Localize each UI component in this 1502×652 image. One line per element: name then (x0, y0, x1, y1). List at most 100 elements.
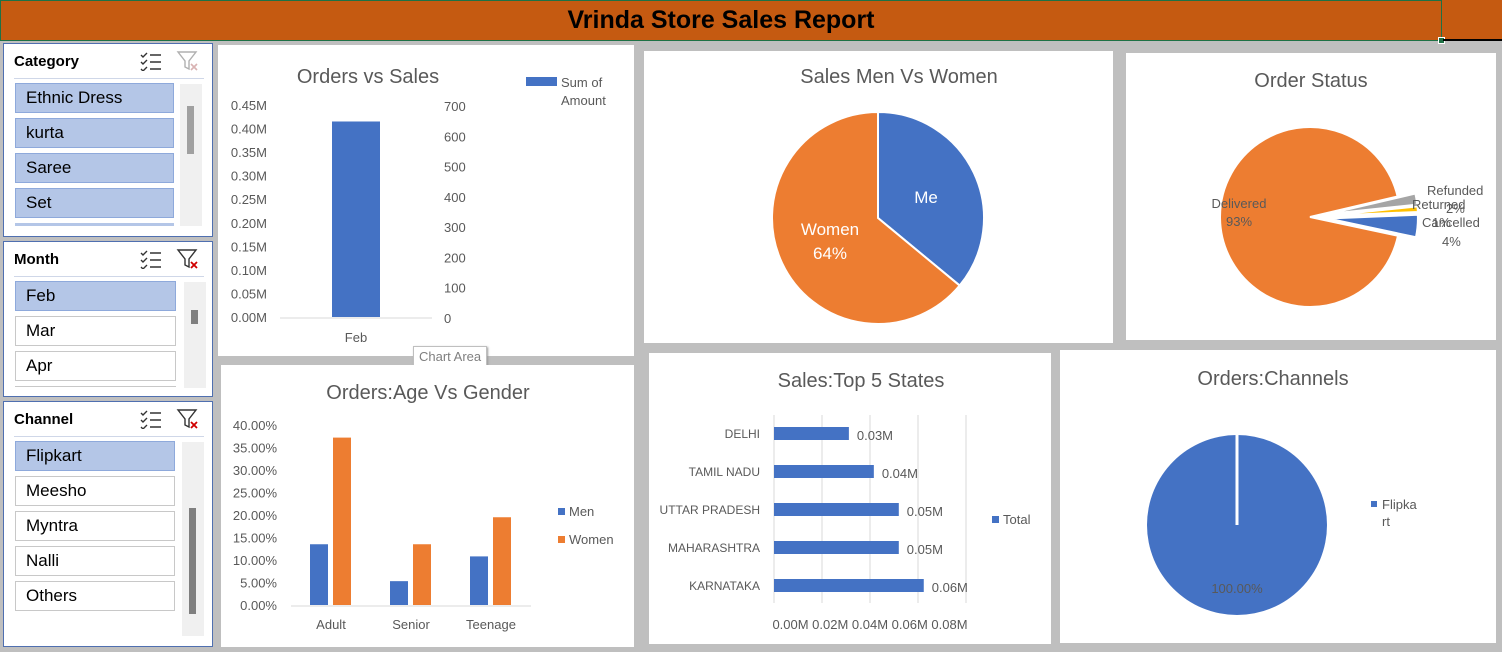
slicer-title: Month (14, 251, 59, 268)
x-tick-label: Senior (392, 617, 430, 632)
slicer-scrollbar[interactable] (184, 282, 206, 388)
slicer-scrollbar[interactable] (182, 442, 204, 636)
x-axis: Adult Senior Teenage (316, 617, 516, 632)
month-slicer[interactable]: Month Feb Mar Apr (3, 241, 213, 397)
pie-slice-delivered (1219, 126, 1400, 308)
y-tick-label: KARNATAKA (689, 579, 760, 593)
clear-filter-icon[interactable] (176, 408, 200, 430)
scrollbar-thumb[interactable] (187, 106, 194, 154)
legend-label: Flipka (1382, 497, 1417, 512)
slicer-item-apr[interactable]: Apr (15, 351, 176, 381)
slicer-item-flipkart[interactable]: Flipkart (15, 441, 175, 471)
channel-slicer[interactable]: Channel Flipkart Meesho Myntra Nalli Oth… (3, 401, 213, 647)
y-tick-label: MAHARASHTRA (668, 541, 760, 555)
multi-select-icon[interactable] (140, 51, 162, 71)
legend-label-men: Men (569, 504, 594, 519)
data-label: 0.04M (882, 466, 918, 481)
pie-plot (771, 110, 985, 325)
category-slicer[interactable]: Category Ethnic Dress kurta Saree Set (3, 43, 213, 237)
slice-label-women: Women (801, 220, 859, 239)
y-tick-label: DELHI (725, 427, 760, 441)
legend-label: Amount (561, 93, 606, 108)
slicer-item-set[interactable]: Set (15, 188, 174, 218)
slice-pct-delivered: 93% (1226, 214, 1252, 229)
slicer-scrollbar[interactable] (180, 84, 202, 226)
slice-pct-refunded: 2% (1446, 201, 1465, 216)
order-status-chart[interactable]: Order Status Delivered 93% Refunded 2% R… (1126, 53, 1496, 340)
bar-tamil-nadu (774, 465, 874, 478)
slicer-header: Month (14, 242, 204, 277)
clear-filter-icon[interactable] (176, 248, 200, 270)
y-tick-label-left: 0.45M (231, 98, 267, 113)
legend-swatch (526, 77, 557, 86)
pie-plot (1147, 435, 1327, 615)
report-title-cell[interactable]: Vrinda Store Sales Report (0, 0, 1442, 41)
slicer-item-nalli[interactable]: Nalli (15, 546, 175, 576)
slicer-item-saree[interactable]: Saree (15, 153, 174, 183)
bar-women-teenage (493, 517, 511, 605)
y-tick-label: 10.00% (233, 553, 278, 568)
report-title-bar: Vrinda Store Sales Report (0, 0, 1502, 44)
cell-border (1443, 39, 1502, 41)
slicer-item-ethnic-dress[interactable]: Ethnic Dress (15, 83, 174, 113)
pie-slice-women (771, 110, 962, 325)
plot-area (332, 121, 380, 317)
bar-women-senior (413, 544, 431, 605)
slice-label-cancelled: Cancelled (1422, 215, 1480, 230)
x-tick-label: Teenage (466, 617, 516, 632)
slicer-item-myntra[interactable]: Myntra (15, 511, 175, 541)
sales-men-vs-women-chart[interactable]: Sales Men Vs Women Me Women 64% (644, 51, 1113, 343)
report-title: Vrinda Store Sales Report (567, 6, 875, 34)
chart-title: Orders:Age Vs Gender (326, 382, 530, 404)
slice-pct-returned: 1% (1432, 215, 1451, 230)
chart-title: Orders vs Sales (297, 66, 439, 88)
slice-pct-flipkart: 100.00% (1211, 581, 1263, 596)
y-tick-label-right: 700 (444, 99, 466, 114)
pie-slice-me (877, 110, 985, 287)
legend-label: Sum of (561, 75, 603, 90)
data-label: 0.05M (907, 504, 943, 519)
y-tick-label: 15.00% (233, 531, 278, 546)
slicer-item-others[interactable]: Others (15, 581, 175, 611)
slicer-item-partial (15, 223, 174, 226)
chart-title: Order Status (1254, 70, 1367, 92)
y-tick-label-right: 400 (444, 190, 466, 205)
bar-men-teenage (470, 556, 488, 605)
y-tick-label-left: 0.25M (231, 192, 267, 207)
orders-channels-chart[interactable]: Orders:Channels 100.00% Flipka rt (1060, 350, 1496, 643)
scrollbar-thumb[interactable] (189, 508, 196, 614)
legend-swatch (992, 516, 999, 523)
x-tick-labels: 0.00M 0.02M 0.04M 0.06M 0.08M (772, 617, 967, 632)
pie-slice-returned (1327, 205, 1419, 217)
multi-select-icon[interactable] (140, 249, 162, 269)
plot-area: DELHI 0.03M TAMIL NADU 0.04M UTTAR PRADESH 0.… (660, 427, 968, 595)
clear-filter-icon[interactable] (176, 50, 200, 72)
y-axis-right: 700 600 500 400 300 200 100 0 (444, 99, 466, 326)
multi-select-icon[interactable] (140, 409, 162, 429)
data-label: 0.05M (907, 542, 943, 557)
chart-title: Sales:Top 5 States (778, 370, 945, 392)
scrollbar-thumb[interactable] (191, 310, 198, 324)
bar-uttar-pradesh (774, 503, 899, 516)
slicer-item-kurta[interactable]: kurta (15, 118, 174, 148)
orders-age-vs-gender-chart[interactable]: Orders:Age Vs Gender 40.00% 35.00% 30.00% 2… (221, 365, 634, 647)
y-tick-label: 35.00% (233, 441, 278, 456)
y-tick-label: UTTAR PRADESH (660, 503, 760, 517)
bar-delhi (774, 427, 849, 440)
sales-top-5-states-chart[interactable]: Sales:Top 5 States DELHI 0.03M TAMIL NADU 0… (649, 353, 1051, 644)
orders-vs-sales-chart[interactable]: Orders vs Sales 0.45M 0.40M 0.35M 0.30M 0.25… (218, 45, 634, 356)
legend-label-women: Women (569, 532, 614, 547)
slicer-item-meesho[interactable]: Meesho (15, 476, 175, 506)
chart-title: Orders:Channels (1197, 368, 1348, 390)
channels-svg: Orders:Channels 100.00% Flipka rt (1147, 368, 1417, 615)
data-label: 0.03M (857, 428, 893, 443)
men-women-svg: Sales Men Vs Women Me Women 64% (771, 66, 998, 325)
slicer-item-feb[interactable]: Feb (15, 281, 176, 311)
slice-pct-cancelled: 4% (1442, 234, 1461, 249)
slicer-item-partial (15, 386, 176, 390)
bar-women-adult (333, 437, 351, 605)
slicer-item-mar[interactable]: Mar (15, 316, 176, 346)
y-tick-label-left: 0.30M (231, 169, 267, 184)
y-tick-label-right: 500 (444, 160, 466, 175)
chart-area-tooltip: Chart Area (413, 346, 488, 367)
